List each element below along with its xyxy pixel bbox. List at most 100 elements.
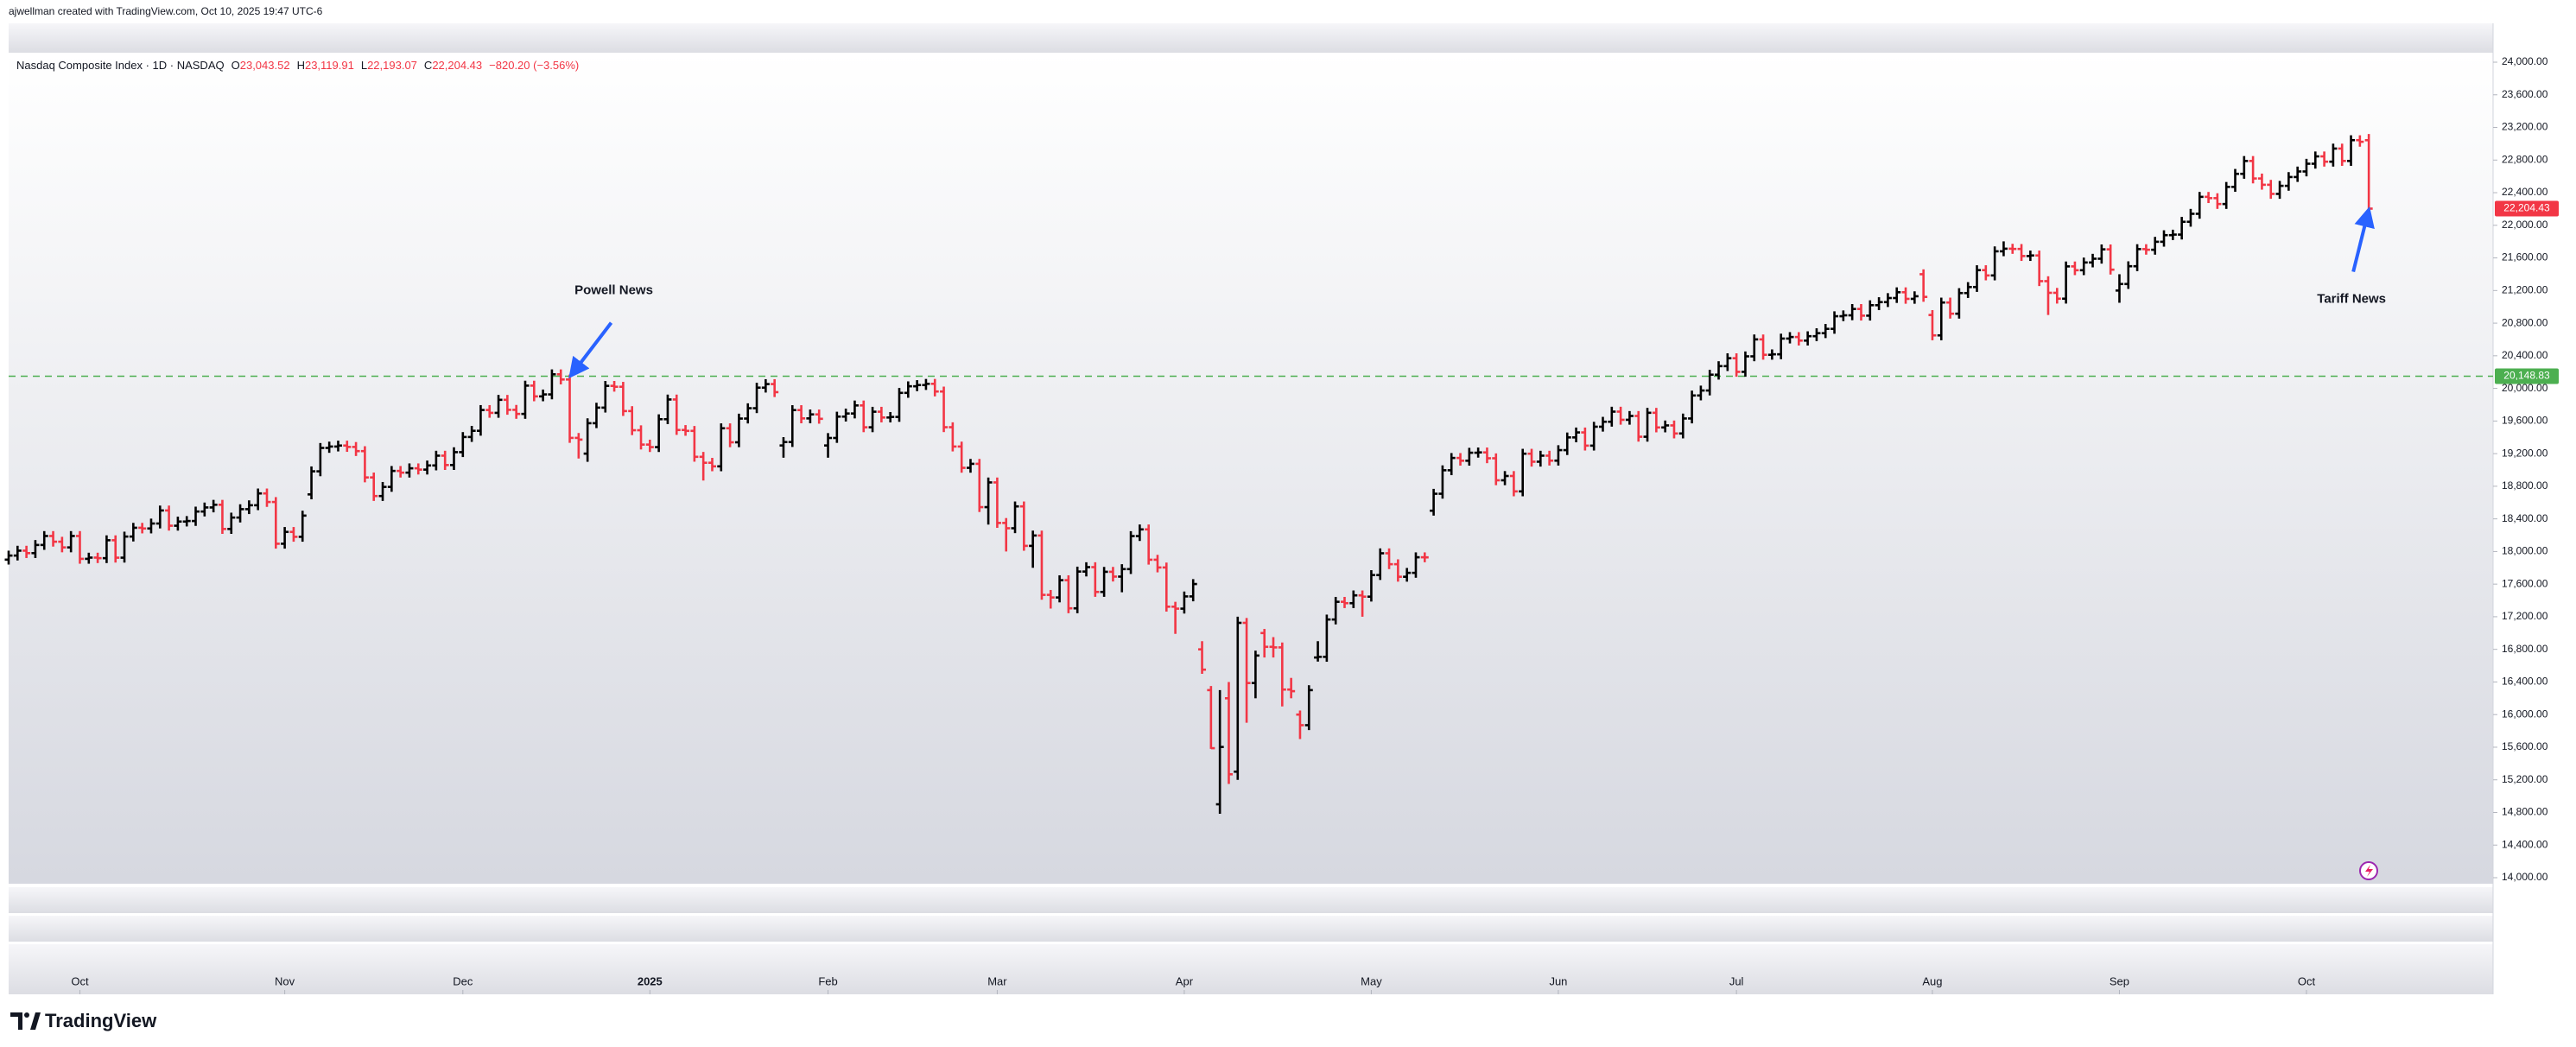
ohlc-bar: [1438, 465, 1447, 499]
ohlc-bar: [2124, 261, 2133, 289]
ohlc-bar: [1572, 427, 1581, 442]
ohlc-bar: [218, 499, 226, 535]
ohlc-bar: [628, 406, 637, 435]
ohlc-bar: [1251, 650, 1259, 699]
ohlc-bar: [1767, 349, 1776, 360]
plot: Powell News Tariff News: [4, 134, 2493, 814]
ohlc-bar: [387, 466, 396, 492]
ohlc-bar: [1242, 618, 1251, 723]
y-tick-label: 20,800.00: [2502, 316, 2548, 328]
ohlc-bar: [1928, 309, 1937, 340]
ohlc-bar: [779, 437, 788, 458]
ohlc-bar: [2097, 244, 2106, 264]
y-tick-label: 23,600.00: [2502, 88, 2548, 100]
ohlc-bar: [886, 411, 895, 422]
ohlc-bar: [271, 497, 280, 549]
ohlc-bar: [1982, 265, 1990, 281]
ohlc-bar: [2329, 143, 2338, 167]
legend-change: −820.20 (−3.56%): [489, 59, 579, 72]
top-band: [9, 23, 2493, 53]
ohlc-bar: [957, 441, 966, 473]
ohlc-bar: [281, 527, 289, 549]
ohlc-bar: [1367, 570, 1375, 602]
ohlc-bar: [2294, 166, 2302, 182]
plot-area: [9, 53, 2493, 884]
ohlc-bar: [209, 499, 218, 513]
ohlc-bar: [1643, 408, 1652, 442]
ohlc-bar: [619, 382, 627, 416]
ohlc-bar: [1145, 524, 1153, 565]
pane: [9, 887, 2493, 913]
ohlc-bar: [1037, 530, 1046, 600]
ohlc-bar: [333, 441, 342, 452]
level-label-box: [2495, 368, 2559, 384]
ohlc-bar: [397, 466, 405, 478]
ohlc-bar: [2302, 158, 2311, 177]
ohlc-bar: [1349, 590, 1358, 608]
ohlc-bar: [1509, 471, 1518, 497]
x-tick-label: Nov: [275, 974, 295, 987]
legend-key: L: [361, 59, 367, 72]
ohlc-bar: [1331, 596, 1340, 625]
ohlc-bar: [316, 442, 325, 477]
ohlc-bar: [2062, 261, 2071, 304]
ohlc-bar: [155, 505, 164, 529]
ohlc-bar: [1447, 453, 1456, 476]
price-axis: [2493, 23, 2576, 884]
ohlc-bar: [227, 512, 236, 535]
ohlc-bar: [13, 545, 22, 561]
ohlc-bar: [182, 516, 191, 527]
ohlc-bar: [1207, 686, 1215, 750]
ohlc-bar: [655, 414, 663, 453]
ohlc-bar: [1536, 450, 1545, 467]
ohlc-bar: [1741, 351, 1749, 378]
x-tick-label: Oct: [2298, 974, 2316, 987]
ohlc-bar: [2071, 261, 2079, 276]
ohlc-bar: [806, 409, 815, 424]
ohlc-bar: [663, 394, 672, 424]
ohlc-bar: [1856, 303, 1865, 321]
ohlc-bar: [120, 531, 129, 563]
ohlc-bar: [1482, 447, 1491, 464]
ohlc-bar: [174, 517, 182, 531]
ohlc-bar: [717, 423, 726, 472]
ohlc-bar: [2151, 237, 2160, 255]
ohlc-bar: [1153, 555, 1162, 573]
x-tick-label: 2025: [638, 974, 663, 987]
ohlc-bar: [1465, 447, 1474, 466]
ohlc-bar: [1545, 450, 1554, 466]
ohlc-bar: [1260, 629, 1269, 658]
ohlc-bar: [637, 425, 645, 450]
y-tick-label: 24,000.00: [2502, 55, 2548, 67]
ohlc-bar: [343, 441, 352, 453]
ohlc-bar: [566, 374, 574, 443]
ohlc-bar: [2106, 244, 2115, 275]
ohlc-bar: [1002, 517, 1011, 552]
ohlc-bar: [1759, 334, 1767, 360]
annotation-text: Powell News: [574, 283, 653, 298]
ohlc-bar: [1999, 241, 2008, 257]
ohlc-bar: [1919, 269, 1928, 302]
ohlc-bar: [298, 511, 307, 543]
ohlc-bar: [459, 432, 467, 458]
ohlc-bar: [308, 466, 316, 499]
ohlc-bar: [2008, 244, 2017, 254]
ohlc-bar: [254, 488, 263, 511]
ohlc-bar: [1901, 287, 1910, 304]
y-tick-label: 16,000.00: [2502, 708, 2548, 720]
ohlc-bar: [450, 447, 458, 470]
legend-value: 22,204.43: [432, 59, 482, 72]
ohlc-bar: [1705, 370, 1714, 396]
ohlc-bar: [512, 404, 521, 419]
ohlc-bar: [1011, 501, 1019, 534]
y-tick-label: 15,600.00: [2502, 740, 2548, 752]
y-tick-label: 17,600.00: [2502, 577, 2548, 589]
ohlc-bar: [868, 406, 877, 433]
ohlc-bar: [93, 552, 102, 563]
ohlc-bar: [877, 406, 885, 422]
legend-key: O: [232, 59, 240, 72]
annotation-arrow: [2351, 206, 2375, 273]
ohlc-bar: [1812, 328, 1821, 341]
legend-key: H: [297, 59, 305, 72]
